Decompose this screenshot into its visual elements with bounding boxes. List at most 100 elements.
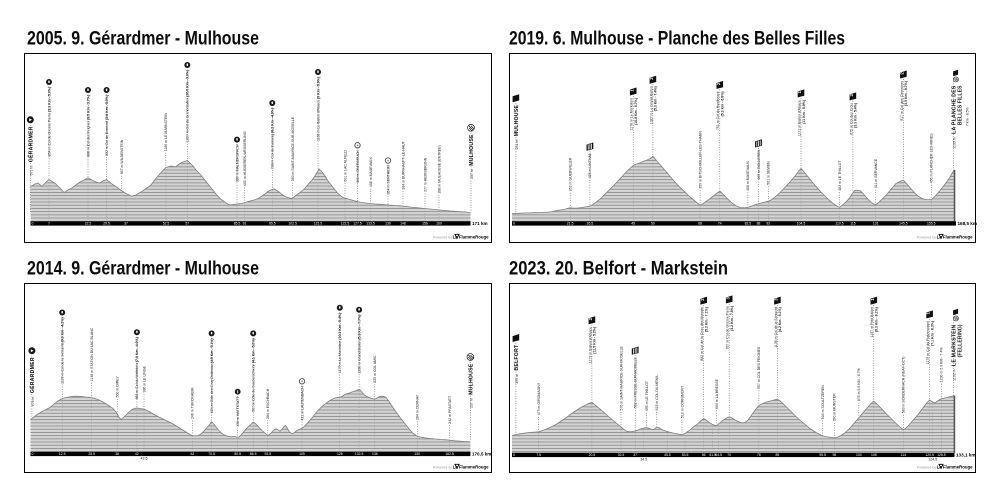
- svg-text:98: 98: [833, 453, 837, 457]
- svg-text:95.5: 95.5: [269, 221, 276, 225]
- svg-text:21.5: 21.5: [567, 221, 574, 225]
- svg-text:50: 50: [651, 221, 655, 225]
- svg-text:82.5: 82.5: [745, 221, 752, 225]
- svg-text:74: 74: [718, 221, 722, 225]
- svg-text:2: 2: [588, 317, 593, 320]
- svg-text:562 m FRESSE-SUR-MOSELLE: 562 m FRESSE-SUR-MOSELLE: [634, 357, 638, 409]
- svg-text:26.5: 26.5: [587, 221, 594, 225]
- svg-text:(5.3 Km - 6.8%): (5.3 Km - 6.8%): [721, 92, 725, 117]
- svg-text:136: 136: [372, 452, 378, 456]
- svg-text:108: 108: [871, 453, 877, 457]
- svg-text:110.5: 110.5: [835, 221, 843, 225]
- svg-text:29.5: 29.5: [103, 221, 110, 225]
- svg-text:148: 148: [400, 221, 406, 225]
- svg-text:237 m MULHOUSE: 237 m MULHOUSE: [469, 363, 475, 408]
- svg-text:43.5: 43.5: [141, 457, 148, 461]
- svg-text:390 m MUNSTER: 390 m MUNSTER: [833, 393, 837, 421]
- svg-text:1179 m Col du Platzerwasel: 1179 m Col du Platzerwasel: [926, 321, 930, 365]
- svg-text:156: 156: [422, 221, 428, 225]
- svg-text:133,1 km: 133,1 km: [956, 453, 975, 458]
- svg-text:105: 105: [299, 452, 305, 456]
- svg-text:(3.5 Km - 9.7%): (3.5 Km - 9.7%): [904, 81, 908, 106]
- svg-text:115: 115: [850, 221, 856, 225]
- svg-text:550 m SAINT-MAURICE-SUR-MOSELL: 550 m SAINT-MAURICE-SUR-MOSELLE: [291, 116, 295, 181]
- svg-text:408 m MASEVAUX: 408 m MASEVAUX: [369, 157, 373, 188]
- svg-text:676 m GÉRARDMER: 676 m GÉRARDMER: [28, 357, 36, 406]
- svg-text:32.5: 32.5: [618, 453, 625, 457]
- svg-text:La FlammeRouge: La FlammeRouge: [937, 465, 973, 470]
- svg-text:1192 m LE MARKSTEIN: 1192 m LE MARKSTEIN: [952, 324, 958, 380]
- svg-text:102.5: 102.5: [288, 221, 297, 225]
- svg-text:359 m BITSCHWILLER-LES-THANN: 359 m BITSCHWILLER-LES-THANN: [698, 131, 702, 189]
- svg-text:1171 m Ballon d'Alsace: 1171 m Ballon d'Alsace: [797, 100, 801, 136]
- svg-text:384 m BURNHAUPT-LE-HAUT: 384 m BURNHAUPT-LE-HAUT: [401, 140, 405, 189]
- svg-text:1172 m Ballon d'Alsace: 1172 m Ballon d'Alsace: [588, 327, 592, 363]
- svg-text:68: 68: [698, 221, 702, 225]
- svg-text:57: 57: [185, 221, 189, 225]
- svg-text:2: 2: [900, 72, 905, 75]
- svg-text:2: 2: [716, 82, 721, 85]
- svg-text:(5.3 Km - 7.4%): (5.3 Km - 7.4%): [654, 86, 658, 111]
- svg-text:145.5: 145.5: [899, 221, 908, 225]
- svg-text:854 m Col de Grosse Pierre (3.: 854 m Col de Grosse Pierre (3.3 Km - 5.0…: [47, 87, 51, 156]
- svg-text:88: 88: [757, 221, 761, 225]
- svg-text:25.5: 25.5: [88, 452, 95, 456]
- svg-text:155.5: 155.5: [927, 221, 936, 225]
- svg-text:560 m DIREY: 560 m DIREY: [116, 375, 120, 397]
- svg-text:501 m SEWEN: 501 m SEWEN: [767, 161, 771, 185]
- svg-text:7.5: 7.5: [536, 453, 541, 457]
- svg-text:0: 0: [32, 221, 34, 225]
- svg-text:53.5: 53.5: [682, 453, 689, 457]
- svg-text:1179 m Le Markstein (10.3 Km -: 1179 m Le Markstein (10.3 Km - 5.4%): [338, 313, 342, 373]
- svg-text:62: 62: [191, 452, 195, 456]
- svg-text:1148 m STATION DU LAC BLANC: 1148 m STATION DU LAC BLANC: [90, 327, 94, 381]
- svg-text:104.5: 104.5: [797, 221, 806, 225]
- svg-text:1337 m Col du Grand Ballon (20: 1337 m Col du Grand Ballon (20.6 Km - 3.…: [186, 70, 190, 142]
- svg-text:431 m LAUTENBACH: 431 m LAUTENBACH: [300, 386, 304, 421]
- svg-text:456 m PLANCHER-LES-MINES: 456 m PLANCHER-LES-MINES: [930, 133, 934, 183]
- svg-text:2: 2: [700, 298, 705, 301]
- svg-text:198 m HATTSTATT: 198 m HATTSTATT: [236, 396, 240, 427]
- svg-text:La FlammeRouge: La FlammeRouge: [453, 235, 489, 240]
- svg-text:42: 42: [135, 452, 139, 456]
- svg-text:284 m ESCHBACH: 284 m ESCHBACH: [266, 388, 270, 419]
- svg-text:168,5 km: 168,5 km: [958, 221, 977, 226]
- svg-text:1327 m Le Grand Ballon: 1327 m Le Grand Ballon: [649, 86, 653, 124]
- svg-text:619 m COL DU MÉNIL: 619 m COL DU MÉNIL: [654, 375, 659, 411]
- svg-text:852 m Col de Bramont (2.8 Km -: 852 m Col de Bramont (2.8 Km - 5.0%): [105, 95, 109, 156]
- svg-text:246 m TURCKHEIM: 246 m TURCKHEIM: [191, 387, 195, 419]
- svg-text:(FELLERING): (FELLERING): [958, 324, 964, 357]
- svg-text:957 m COL DES FEIGNES: 957 m COL DES FEIGNES: [757, 346, 761, 389]
- svg-text:(9.3 Km - 8.1%): (9.3 Km - 8.1%): [875, 307, 879, 332]
- svg-text:3: 3: [725, 296, 730, 299]
- svg-text:0: 0: [513, 221, 515, 225]
- svg-text:675 m Col des Croix: 675 m Col des Croix: [849, 103, 853, 135]
- svg-text:(3.3 Km - 5.4%): (3.3 Km - 5.4%): [854, 103, 858, 128]
- svg-text:64.5: 64.5: [715, 453, 722, 457]
- svg-text:La FlammeRouge: La FlammeRouge: [453, 465, 489, 470]
- svg-text:1139 m LA PLANCHE DES: 1139 m LA PLANCHE DES: [952, 85, 958, 149]
- svg-text:171 km: 171 km: [472, 221, 488, 226]
- svg-text:2023. 20. Belfort - Markstein: 2023. 20. Belfort - Markstein: [509, 258, 728, 280]
- svg-text:495 m LE THILLOT: 495 m LE THILLOT: [645, 380, 649, 411]
- svg-text:3: 3: [774, 298, 779, 301]
- svg-text:466 m OBERBRUCK: 466 m OBERBRUCK: [356, 150, 360, 184]
- svg-text:1186 m LE MARKSTEIN: 1186 m LE MARKSTEIN: [164, 113, 168, 152]
- svg-text:0: 0: [513, 453, 515, 457]
- svg-text:1336 m Grand Ballon (5.9 Km -: 1336 m Grand Ballon (5.9 Km - 7.7%): [357, 315, 361, 374]
- svg-text:2005. 9. Gérardmer - Mulhouse: 2005. 9. Gérardmer - Mulhouse: [27, 28, 259, 50]
- svg-text:888 m Col du Wettstein (7.0 Km: 888 m Col du Wettstein (7.0 Km - 4.0%): [135, 337, 139, 399]
- svg-text:408 m MASEVAUX: 408 m MASEVAUX: [746, 160, 750, 191]
- svg-text:37: 37: [633, 453, 637, 457]
- svg-text:(4.2 Km - 5.1%): (4.2 Km - 5.1%): [778, 307, 782, 332]
- svg-text:91: 91: [243, 221, 247, 225]
- svg-text:122.5: 122.5: [341, 221, 350, 225]
- svg-text:114: 114: [901, 453, 907, 457]
- svg-text:La FlammeRouge: La FlammeRouge: [937, 235, 973, 240]
- svg-text:728 m Col de Bussang (8.2 Km -: 728 m Col de Bussang (8.2 Km - 4.9%): [271, 108, 275, 169]
- svg-text:(11.5 Km - 5.2%): (11.5 Km - 5.2%): [593, 327, 597, 354]
- svg-text:52.5: 52.5: [163, 221, 170, 225]
- svg-text:70.5: 70.5: [208, 452, 215, 456]
- svg-text:1157 m Petit Ballon: 1157 m Petit Ballon: [870, 307, 874, 337]
- svg-text:(5.2 Km - 7.1%): (5.2 Km - 7.1%): [705, 307, 709, 332]
